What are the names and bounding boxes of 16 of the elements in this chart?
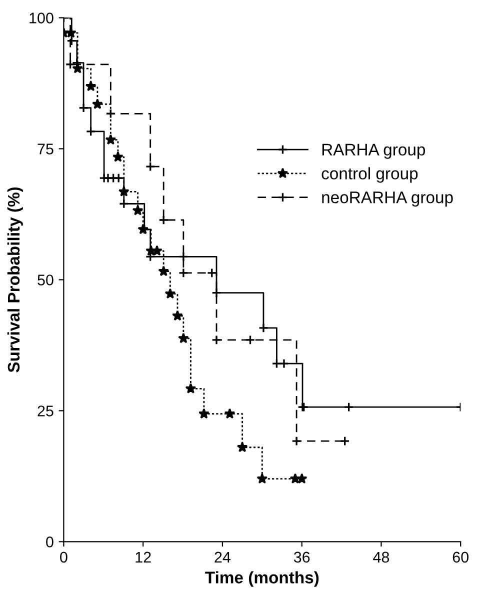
x-tick-label: 0 [60, 552, 68, 563]
legend-label: control group [322, 167, 418, 183]
x-tick-label: 24 [214, 552, 231, 562]
x-tick-label: 12 [136, 552, 151, 562]
x-tick-label: 36 [294, 552, 310, 563]
legend-label: RARHA group [322, 144, 426, 159]
y-tick-label: 100 [30, 12, 54, 24]
y-tick-label: 50 [38, 274, 54, 286]
y-tick-label: 75 [38, 144, 54, 154]
y-tick-label: 0 [46, 536, 54, 548]
y-axis-title: Survival Probability (%) [7, 187, 23, 372]
x-axis-title: Time (months) [205, 571, 319, 587]
legend-label: neoRARHA group [322, 192, 453, 207]
x-tick-label: 48 [373, 552, 390, 563]
x-tick-label: 60 [452, 552, 468, 563]
y-tick-label: 25 [38, 406, 54, 416]
